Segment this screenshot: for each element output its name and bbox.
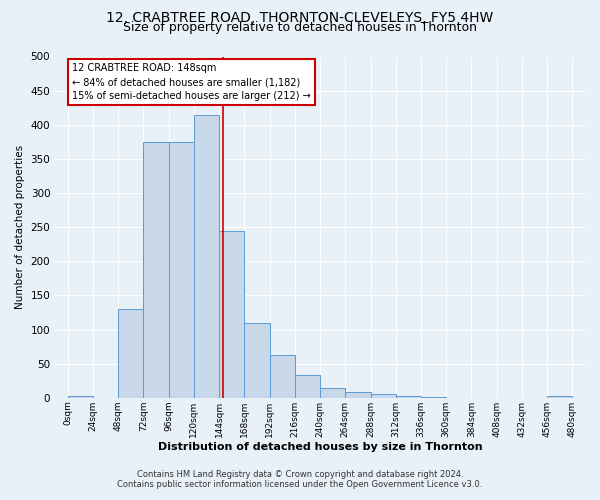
Text: Size of property relative to detached houses in Thornton: Size of property relative to detached ho… (123, 21, 477, 34)
Bar (421, 397, 446, 398)
Bar (269, 355, 295, 398)
Bar (346, 392, 371, 398)
X-axis label: Distribution of detached houses by size in Thornton: Distribution of detached houses by size … (158, 442, 482, 452)
Text: 12, CRABTREE ROAD, THORNTON-CLEVELEYS, FY5 4HW: 12, CRABTREE ROAD, THORNTON-CLEVELEYS, F… (106, 11, 494, 25)
Bar (371, 394, 396, 398)
Bar (219, 230, 244, 398)
Text: Contains HM Land Registry data © Crown copyright and database right 2024.
Contai: Contains HM Land Registry data © Crown c… (118, 470, 482, 489)
Bar (194, 114, 219, 398)
Bar (244, 322, 269, 398)
Bar (295, 376, 320, 398)
Bar (118, 309, 143, 398)
Bar (396, 396, 421, 398)
Text: 12 CRABTREE ROAD: 148sqm
← 84% of detached houses are smaller (1,182)
15% of sem: 12 CRABTREE ROAD: 148sqm ← 84% of detach… (72, 64, 311, 102)
Bar (169, 142, 194, 398)
Bar (320, 388, 346, 398)
Bar (143, 142, 169, 398)
Bar (68, 396, 93, 398)
Bar (547, 396, 572, 398)
Y-axis label: Number of detached properties: Number of detached properties (15, 145, 25, 309)
